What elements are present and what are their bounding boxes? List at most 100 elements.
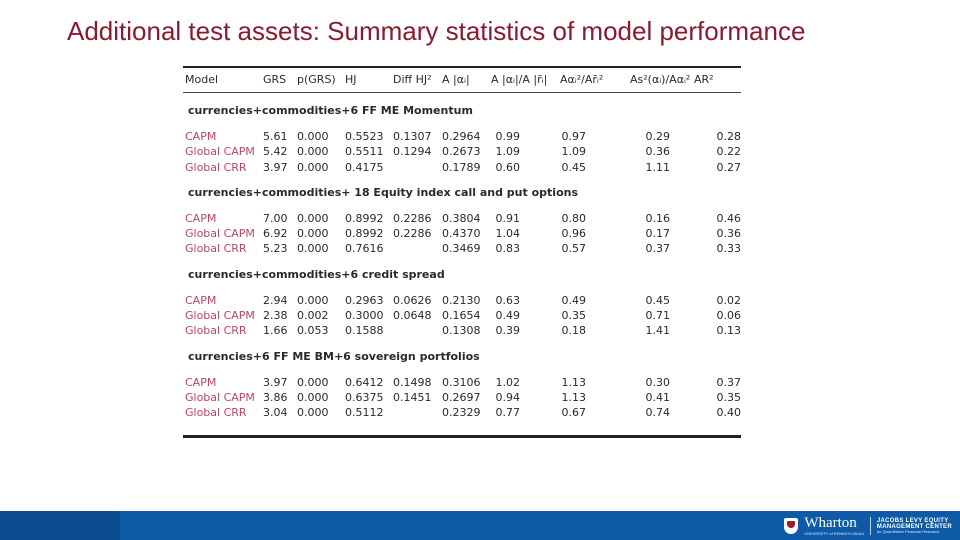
wharton-subtitle: UNIVERSITY of PENNSYLVANIA <box>804 531 864 536</box>
cell-alpha-sq-ratio: 0.80 <box>561 211 587 225</box>
cell-s2-alpha-ratio: 0.17 <box>645 227 671 241</box>
cell-avg-r2: 0.33 <box>716 242 742 256</box>
shield-icon <box>784 518 799 534</box>
header-hj: HJ <box>345 73 357 86</box>
cell-p-grs: 0.002 <box>297 309 329 323</box>
cell-alpha-sq-ratio: 0.35 <box>561 309 587 323</box>
cell-abs-alpha: 0.3804 <box>442 211 481 225</box>
cell-alpha-ratio: 0.60 <box>495 160 521 174</box>
cell-model: CAPM <box>185 293 217 307</box>
table-header-row: Model GRS p(GRS) HJ Diff HJ² A |αᵢ| A |α… <box>183 68 741 92</box>
header-abs-alpha: A |αᵢ| <box>442 73 470 86</box>
cell-abs-alpha: 0.1308 <box>442 324 481 338</box>
cell-alpha-ratio: 1.09 <box>495 145 521 159</box>
group-header-row: currencies+6 FF ME BM+6 sovereign portfo… <box>183 339 741 375</box>
cell-hj: 0.5511 <box>345 145 384 159</box>
wharton-name: Wharton <box>804 515 857 531</box>
cell-avg-r2: 0.46 <box>716 211 742 225</box>
cell-alpha-sq-ratio: 0.18 <box>561 324 587 338</box>
cell-hj: 0.3000 <box>345 309 384 323</box>
cell-hj: 0.8992 <box>345 211 384 225</box>
group-title: currencies+6 FF ME BM+6 sovereign portfo… <box>188 349 480 363</box>
cell-diff-hj: 0.1498 <box>393 375 432 389</box>
cell-p-grs: 0.000 <box>297 227 329 241</box>
cell-alpha-sq-ratio: 0.96 <box>561 227 587 241</box>
cell-abs-alpha: 0.2964 <box>442 130 481 143</box>
header-avg-r2: AR² <box>694 73 714 86</box>
cell-alpha-sq-ratio: 0.49 <box>561 293 587 307</box>
stats-table: Model GRS p(GRS) HJ Diff HJ² A |αᵢ| A |α… <box>183 68 741 421</box>
cell-p-grs: 0.000 <box>297 406 329 420</box>
cell-abs-alpha: 0.2130 <box>442 293 481 307</box>
cell-abs-alpha: 0.3106 <box>442 375 481 389</box>
cell-model: Global CRR <box>185 160 247 174</box>
center-line-3: for Quantitative Financial Research <box>876 529 940 535</box>
cell-model: CAPM <box>185 375 217 389</box>
cell-model: Global CRR <box>185 324 247 338</box>
table-row: Global CRR 3.97 0.000 0.4175 0.1789 0.60 0.45 1… <box>183 160 741 175</box>
cell-hj: 0.5523 <box>345 130 384 143</box>
header-p-grs: p(GRS) <box>297 73 336 86</box>
cell-diff-hj: 0.1294 <box>393 145 432 159</box>
header-grs: GRS <box>263 73 287 86</box>
cell-s2-alpha-ratio: 0.36 <box>645 145 671 159</box>
cell-grs: 5.42 <box>263 145 288 159</box>
cell-diff-hj <box>393 160 442 175</box>
header-diff-hj: Diff HJ² <box>393 73 432 86</box>
cell-alpha-sq-ratio: 0.97 <box>561 130 587 143</box>
cell-alpha-ratio: 0.49 <box>495 309 521 323</box>
cell-grs: 2.94 <box>263 293 288 307</box>
cell-hj: 0.8992 <box>345 227 384 241</box>
cell-model: Global CAPM <box>185 145 255 159</box>
cell-model: Global CAPM <box>185 227 255 241</box>
footer-bar: Wharton UNIVERSITY of PENNSYLVANIA JACOB… <box>0 511 960 540</box>
cell-model: CAPM <box>185 211 217 225</box>
header-model: Model <box>185 73 219 86</box>
cell-avg-r2: 0.35 <box>716 390 742 404</box>
cell-p-grs: 0.000 <box>297 145 329 159</box>
cell-s2-alpha-ratio: 0.30 <box>645 375 671 389</box>
cell-abs-alpha: 0.1654 <box>442 309 481 323</box>
cell-diff-hj: 0.1451 <box>393 390 432 404</box>
cell-alpha-ratio: 0.63 <box>495 293 521 307</box>
cell-p-grs: 0.000 <box>297 390 329 404</box>
cell-model: Global CRR <box>185 242 247 256</box>
cell-alpha-ratio: 0.83 <box>495 242 521 256</box>
cell-p-grs: 0.000 <box>297 130 329 143</box>
cell-hj: 0.1588 <box>345 324 384 338</box>
cell-s2-alpha-ratio: 1.11 <box>645 160 671 174</box>
cell-avg-r2: 0.36 <box>716 227 742 241</box>
cell-grs: 1.66 <box>263 324 288 338</box>
cell-grs: 3.86 <box>263 390 288 404</box>
cell-diff-hj: 0.0626 <box>393 293 432 307</box>
table-row: CAPM 3.97 0.000 0.6412 0.1498 0.3106 1.02 1.13 0… <box>183 375 741 390</box>
table-row: Global CRR 5.23 0.000 0.7616 0.3469 0.83 0.57 0… <box>183 241 741 256</box>
logo-divider <box>869 517 871 535</box>
cell-grs: 5.61 <box>263 130 288 143</box>
cell-alpha-sq-ratio: 0.67 <box>561 406 587 420</box>
cell-p-grs: 0.000 <box>297 375 329 389</box>
cell-alpha-ratio: 0.94 <box>495 390 521 404</box>
cell-s2-alpha-ratio: 0.71 <box>645 309 671 323</box>
cell-s2-alpha-ratio: 0.29 <box>645 130 671 143</box>
cell-alpha-ratio: 0.91 <box>495 211 521 225</box>
cell-grs: 2.38 <box>263 309 288 323</box>
wharton-logo: Wharton UNIVERSITY of PENNSYLVANIA JACOB… <box>784 515 952 537</box>
footer-accent <box>0 511 120 540</box>
cell-avg-r2: 0.40 <box>716 406 742 420</box>
cell-alpha-ratio: 1.04 <box>495 227 521 241</box>
cell-abs-alpha: 0.2329 <box>442 406 481 420</box>
cell-grs: 5.23 <box>263 242 288 256</box>
cell-diff-hj: 0.2286 <box>393 211 432 225</box>
cell-hj: 0.6412 <box>345 375 384 389</box>
group-header-row: currencies+commodities+6 FF ME Momentum <box>183 93 741 129</box>
cell-avg-r2: 0.13 <box>716 324 742 338</box>
cell-grs: 6.92 <box>263 227 288 241</box>
group-title: currencies+commodities+ 18 Equity index … <box>188 185 579 199</box>
table-row: CAPM 2.94 0.000 0.2963 0.0626 0.2130 0.63 0.49 0… <box>183 293 741 308</box>
cell-hj: 0.5112 <box>345 406 384 420</box>
cell-diff-hj: 0.1307 <box>393 130 432 143</box>
table-row: CAPM 5.61 0.000 0.5523 0.1307 0.2964 0.99 0.97 0… <box>183 129 741 144</box>
cell-abs-alpha: 0.4370 <box>442 227 481 241</box>
cell-s2-alpha-ratio: 1.41 <box>645 324 671 338</box>
